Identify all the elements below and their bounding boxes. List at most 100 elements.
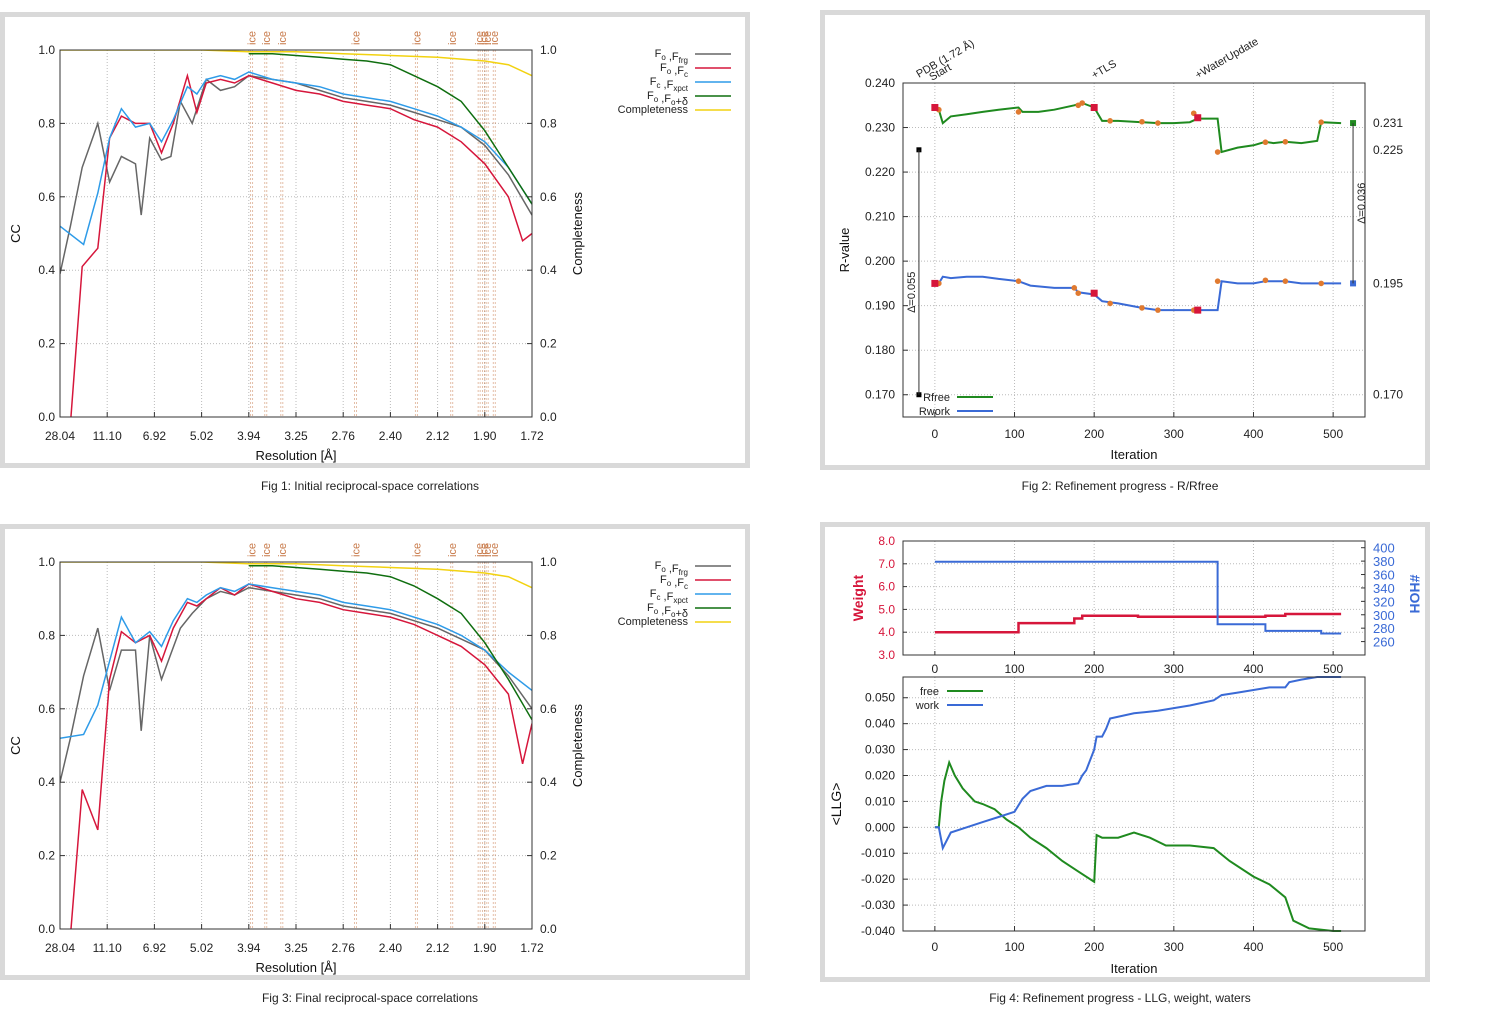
y-axis-label: CC [8, 224, 23, 243]
milestone-marker [1194, 306, 1202, 314]
legend-text: F [655, 560, 662, 572]
series-line-fofod [248, 564, 532, 721]
x-tick-label: 11.10 [93, 429, 122, 443]
x-tick-label: 1.72 [520, 429, 544, 443]
hoh-tick-label: 340 [1373, 581, 1395, 596]
y-tick-label: -0.040 [861, 924, 895, 938]
iteration-marker [1262, 277, 1269, 284]
y2-tick-label: 0.0 [540, 922, 557, 936]
iteration-marker [1071, 285, 1078, 291]
fig4-chart: 0 100 200 300 400 500 3.0 4.0 5.0 6.0 7.0 8.0 260280… [828, 534, 1423, 976]
y-tick-label: 0.180 [865, 343, 895, 357]
y-tick-label: 0.8 [38, 628, 55, 642]
x-tick-label: 2.40 [379, 941, 403, 955]
y-tick-label: 0.0 [38, 922, 55, 936]
legend-subscript: o [661, 565, 666, 574]
x-tick-label: 400 [1243, 427, 1263, 441]
right-value-label: 0.231 [1373, 116, 1403, 130]
x-tick-label: 200 [1084, 662, 1104, 676]
y-tick-label: 0.020 [865, 768, 895, 782]
ice-ring-label: ice [247, 31, 259, 45]
legend-subscript: frg [679, 56, 688, 65]
y2-tick-label: 1.0 [540, 43, 557, 57]
ice-ring-label: ice [474, 31, 486, 45]
y2-tick-label: 0.4 [540, 775, 557, 789]
x-tick-label: 200 [1084, 427, 1104, 441]
series-line-free [934, 759, 1342, 932]
legend-text: F [660, 62, 667, 74]
y-axis-label: CC [8, 736, 23, 755]
ice-ring-label: ice [411, 543, 423, 557]
legend-subscript: c [656, 81, 660, 90]
series-line-fcxpct [60, 583, 532, 739]
legend-text: F [650, 588, 657, 600]
x-tick-label: 500 [1323, 427, 1343, 441]
legend-subscript: c [684, 70, 688, 79]
legend-subscript: xpct [673, 596, 688, 605]
x-tick-label: 2.12 [426, 941, 450, 955]
y-tick-label: 0.040 [865, 717, 895, 731]
legend-text: ,F [666, 51, 679, 63]
legend-text: +δ [675, 608, 688, 620]
y-tick-label: 0.190 [865, 299, 895, 313]
legend-text: F [647, 602, 654, 614]
legend-text: ,F [658, 93, 671, 105]
legend-text: +δ [675, 96, 688, 108]
ice-ring-label: ice [478, 31, 490, 45]
iteration-marker [1318, 119, 1324, 125]
iteration-marker [1015, 109, 1022, 115]
legend-label-fofod: Fo ,Fo+δ [647, 90, 688, 108]
y-axis-label: <LLG> [828, 783, 844, 826]
legend-label-completeness: Completeness [618, 104, 689, 116]
ice-ring-label: ice [478, 543, 490, 557]
y-tick-label: 0.220 [865, 165, 895, 179]
y-tick-label: -0.020 [861, 872, 895, 886]
iteration-marker [1214, 149, 1221, 155]
y2-tick-label: 0.6 [540, 702, 557, 716]
x-tick-label: 400 [1243, 940, 1263, 954]
legend-text: ,F [660, 591, 673, 603]
y2-tick-label: 0.2 [540, 337, 557, 351]
iteration-marker [1214, 278, 1221, 284]
x-tick-label: 28.04 [45, 941, 75, 955]
ice-ring-label: ice [482, 543, 494, 557]
x-tick-label: 500 [1323, 940, 1343, 954]
legend-label-work: work [915, 700, 940, 712]
plot-frame [902, 82, 1366, 418]
legend-label-fofrg: Fo ,Ffrg [655, 48, 688, 65]
y-tick-label: 0.050 [865, 691, 895, 705]
y-tick-label: 0.210 [865, 210, 895, 224]
x-tick-label: 200 [1084, 940, 1104, 954]
x-axis-label: Iteration [1111, 447, 1158, 462]
legend-text: Completeness [618, 616, 689, 628]
ice-ring-label: ice [447, 31, 459, 45]
fig4-caption: Fig 4: Refinement progress - LLG, weight… [989, 991, 1251, 1005]
y-tick-label: 0.010 [865, 794, 895, 808]
ice-ring-label: ice [350, 543, 362, 557]
series-line-fofrg [60, 74, 532, 275]
delta-label-right: Δ=0.036 [1356, 183, 1368, 224]
iteration-marker [1155, 120, 1161, 126]
y-tick-label: 0.8 [38, 116, 55, 130]
legend-label-fofc: Fo ,Fc [660, 574, 688, 591]
legend-text: F [647, 90, 654, 102]
legend-text: F [650, 76, 657, 88]
y2-axis-label: Completeness [570, 191, 585, 275]
legend-subscript: o [661, 53, 666, 62]
series-line-fofc [70, 583, 532, 929]
y-axis-label: R-value [837, 228, 852, 273]
milestone-marker [931, 103, 939, 111]
weight-tick-label: 8.0 [878, 534, 895, 548]
legend-subscript: c [656, 593, 660, 602]
legend-label-free: free [920, 686, 939, 698]
legend-subscript: frg [679, 568, 688, 577]
milestone-marker [931, 279, 939, 287]
iteration-marker [1079, 100, 1086, 106]
legend-text: ,F [658, 605, 671, 617]
legend-text: ,F [671, 65, 684, 77]
x-tick-label: 0 [932, 940, 939, 954]
ice-ring-label: ice [411, 31, 423, 45]
weight-tick-label: 5.0 [878, 602, 895, 616]
x-tick-label: 1.72 [520, 941, 544, 955]
